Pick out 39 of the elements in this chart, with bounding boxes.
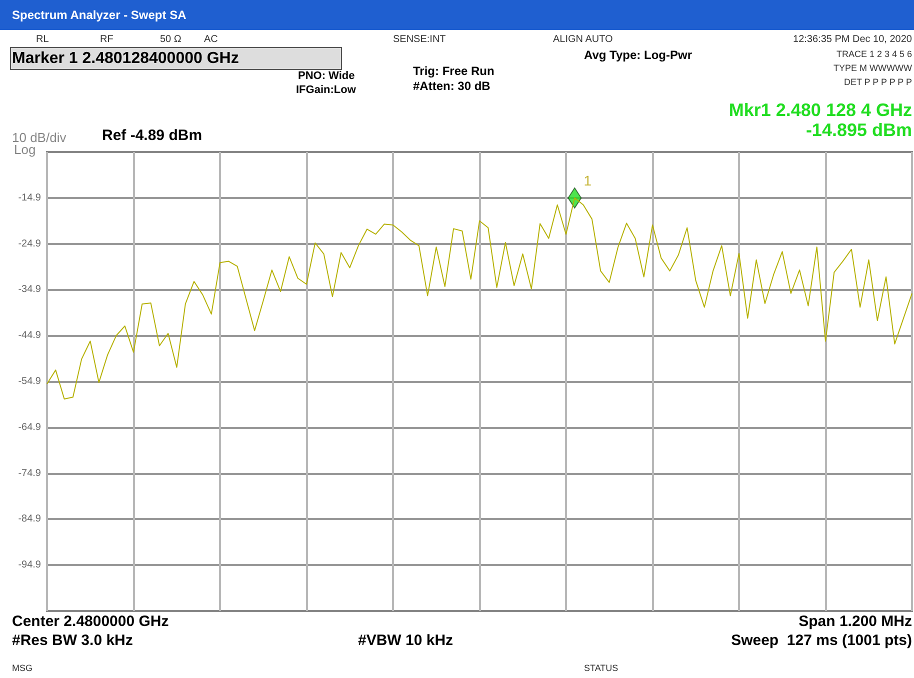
text: Ref -4.89 dBm — [102, 127, 202, 144]
text: #Atten: 30 dB — [413, 79, 490, 94]
series-label: 1 — [584, 172, 592, 188]
text: PNO: Wide — [298, 70, 355, 82]
text: Log — [14, 142, 36, 158]
text: Sweep 127 ms (1001 pts) — [731, 632, 912, 650]
y-tick-label: -94.9 — [18, 560, 42, 571]
text: #VBW 10 kHz — [358, 632, 454, 650]
text: DET P P P P P P — [844, 77, 912, 88]
text: Span 1.200 MHz — [798, 613, 912, 630]
text: TYPE M WWWWW — [834, 63, 912, 74]
text: Marker 1 2.480128400000 GHz — [12, 50, 239, 68]
text: ALIGN AUTO — [553, 34, 613, 45]
y-tick-label: -84.9 — [18, 514, 42, 525]
text: TRACE 1 2 3 4 5 6 — [836, 49, 912, 60]
y-tick-label: -74.9 — [18, 468, 42, 479]
y-tick-label: -34.9 — [18, 284, 42, 296]
text: Center 2.4800000 GHz — [12, 613, 169, 630]
text: Avg Type: Log-Pwr — [584, 48, 692, 62]
text: RF — [100, 34, 114, 45]
y-tick-label: -14.9 — [18, 192, 42, 204]
text: MSG — [12, 663, 33, 674]
text: 12:36:35 PM Dec 10, 2020 — [793, 34, 912, 45]
text: AC — [204, 34, 218, 45]
text: Mkr1 2.480 128 4 GHz — [728, 100, 912, 121]
text: 10 dB/div — [12, 130, 66, 145]
y-tick-label: -54.9 — [18, 376, 42, 388]
text: Trig: Free Run — [413, 64, 494, 78]
text: -14.895 dBm — [806, 120, 912, 141]
text: 50 Ω — [160, 34, 182, 45]
y-tick-label: -64.9 — [18, 422, 42, 433]
y-tick-label: -44.9 — [18, 330, 42, 342]
chart-title: Spectrum Analyzer - Swept SA — [12, 8, 186, 22]
text: IFGain:Low — [296, 84, 356, 96]
text: RL — [36, 34, 49, 45]
y-tick-label: -24.9 — [18, 238, 42, 250]
text: STATUS — [584, 663, 618, 674]
text: SENSE:INT — [393, 34, 446, 45]
text: #Res BW 3.0 kHz — [12, 632, 133, 650]
